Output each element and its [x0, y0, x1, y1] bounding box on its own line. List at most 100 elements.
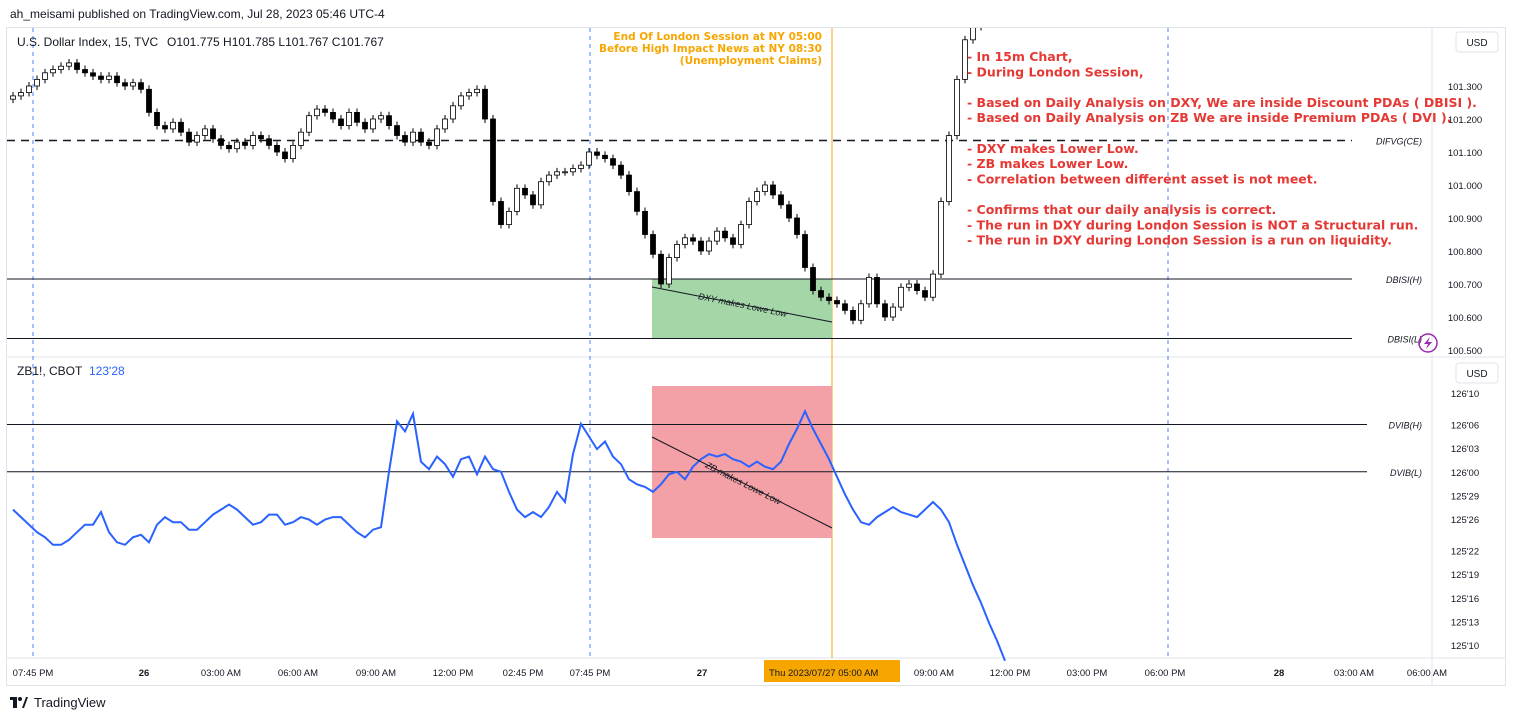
candle-body [530, 194, 536, 206]
candle-body [202, 128, 208, 136]
candle-body [714, 230, 720, 242]
candle-body [18, 92, 24, 97]
candle-body [330, 112, 336, 120]
candle-body [802, 234, 808, 268]
candle-body [914, 283, 920, 291]
price-axis[interactable]: 101.300 101.200 101.100 101.000 100.900 100.8… [1448, 82, 1482, 652]
time-tick: 06:00 AM [1407, 668, 1447, 679]
candle-body [242, 141, 248, 146]
zb-currency-button[interactable] [1455, 362, 1499, 384]
price-tick: 101.100 [1448, 148, 1482, 159]
zb-symbol-label[interactable]: ZB1!, CBOT [17, 364, 83, 378]
tradingview-logo[interactable]: TradingView [10, 695, 106, 710]
zb-trend-line [651, 436, 833, 529]
price-tick: 126'00 [1451, 468, 1479, 479]
candle-body [418, 131, 424, 143]
candle-body [346, 112, 352, 127]
candle-body [554, 171, 560, 176]
dxy-highlight-box [652, 279, 832, 339]
candle-body [354, 112, 360, 123]
candle-body [306, 115, 312, 133]
candle-body [442, 118, 448, 130]
price-tick: 125'13 [1451, 617, 1479, 628]
candle-body [498, 201, 504, 226]
candle-body [538, 181, 544, 206]
level-label: DVIB(L) [1390, 468, 1422, 478]
candle-body [770, 184, 776, 196]
candle-body [370, 118, 376, 130]
candle-body [882, 303, 888, 318]
candle-body [66, 62, 72, 67]
level-label: DBISI(L) [1387, 334, 1422, 344]
candle-body [42, 72, 48, 80]
price-tick: 101.300 [1448, 82, 1482, 93]
candle-body [890, 306, 896, 318]
candle-body [746, 201, 752, 226]
candle-body [930, 273, 936, 298]
candle-body [82, 69, 88, 74]
analysis-note-line: - The run in DXY during London Session i… [967, 217, 1418, 232]
price-tick: 126'10 [1451, 389, 1479, 400]
time-tick: 12:00 PM [990, 668, 1031, 679]
candle-body [562, 171, 568, 174]
price-tick: 126'06 [1451, 421, 1479, 432]
candle-body [954, 79, 960, 136]
time-axis[interactable]: 07:45 PM 26 03:00 AM 06:00 AM 09:00 AM 12:00 … [13, 660, 1447, 682]
dxy-currency-button[interactable] [1455, 31, 1499, 53]
candle-body [410, 131, 416, 143]
candle-body [602, 154, 608, 160]
candle-body [50, 69, 56, 74]
tradingview-brand: TradingView [34, 695, 106, 710]
dxy-symbol-label[interactable]: U.S. Dollar Index, 15, TVC [17, 35, 159, 49]
time-tick: 03:00 AM [1334, 668, 1374, 679]
lightning-icon[interactable] [1418, 333, 1438, 353]
candle-body [106, 75, 112, 80]
price-tick: 101.200 [1448, 115, 1482, 126]
zb-last-value: 123'28 [89, 364, 125, 378]
candle-body [466, 92, 472, 97]
candle-body [626, 174, 632, 193]
candle-body [618, 164, 624, 176]
time-tick: 07:45 PM [570, 668, 611, 679]
candle-body [522, 187, 528, 196]
chart-svg[interactable]: DIFVG(CE)DBISI(H)DBISI(L)DVIB(H)DVIB(L) … [7, 9, 1505, 685]
time-tick: 26 [139, 668, 150, 679]
analysis-note-line: - Confirms that our daily analysis is co… [967, 202, 1276, 217]
candle-body [474, 88, 480, 93]
candle-body [218, 138, 224, 146]
dxy-ohlc-readout: O101.775 H101.785 L101.767 C101.767 [167, 35, 384, 49]
candle-body [26, 85, 32, 93]
price-tick: 100.800 [1448, 247, 1482, 258]
candle-body [178, 121, 184, 133]
candle-body [154, 112, 160, 127]
candle-body [786, 204, 792, 219]
candle-body [114, 75, 120, 84]
analysis-note-line: - Based on Daily Analysis on ZB We are i… [967, 110, 1451, 125]
publisher-caption: ah_meisami published on TradingView.com,… [10, 7, 385, 21]
candle-body [922, 290, 928, 298]
candle-body [778, 194, 784, 206]
candle-body [514, 187, 520, 212]
session-note-line: (Unemployment Claims) [680, 55, 822, 67]
candle-body [138, 82, 144, 90]
candle-body [506, 210, 512, 225]
candle-body [682, 237, 688, 245]
candle-body [794, 217, 800, 235]
candle-body [338, 118, 344, 126]
zb-line [12, 408, 1006, 662]
price-tick: 100.500 [1448, 346, 1482, 357]
candle-body [866, 276, 872, 305]
price-tick: 100.600 [1448, 313, 1482, 324]
analysis-note-line: - The run in DXY during London Session i… [967, 233, 1392, 248]
candle-body [394, 125, 400, 136]
analysis-note-line: - Correlation between different asset is… [967, 171, 1318, 186]
time-tick: 03:00 PM [1067, 668, 1108, 679]
candle-body [762, 184, 768, 192]
candle-body [378, 115, 384, 120]
time-tick: 12:00 PM [433, 668, 474, 679]
price-tick: 125'26 [1451, 515, 1479, 526]
candle-body [314, 108, 320, 117]
candle-body [962, 39, 968, 80]
analysis-note-line: - DXY makes Lower Low. [967, 141, 1139, 156]
candle-body [570, 168, 576, 173]
